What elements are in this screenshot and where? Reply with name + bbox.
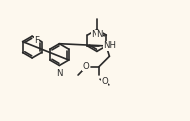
Text: N: N (56, 69, 63, 78)
Text: F: F (34, 36, 39, 45)
Text: O: O (101, 77, 108, 86)
Text: N: N (97, 30, 103, 39)
Text: O: O (83, 62, 89, 71)
Text: N: N (91, 30, 97, 39)
Text: NH: NH (103, 42, 116, 50)
